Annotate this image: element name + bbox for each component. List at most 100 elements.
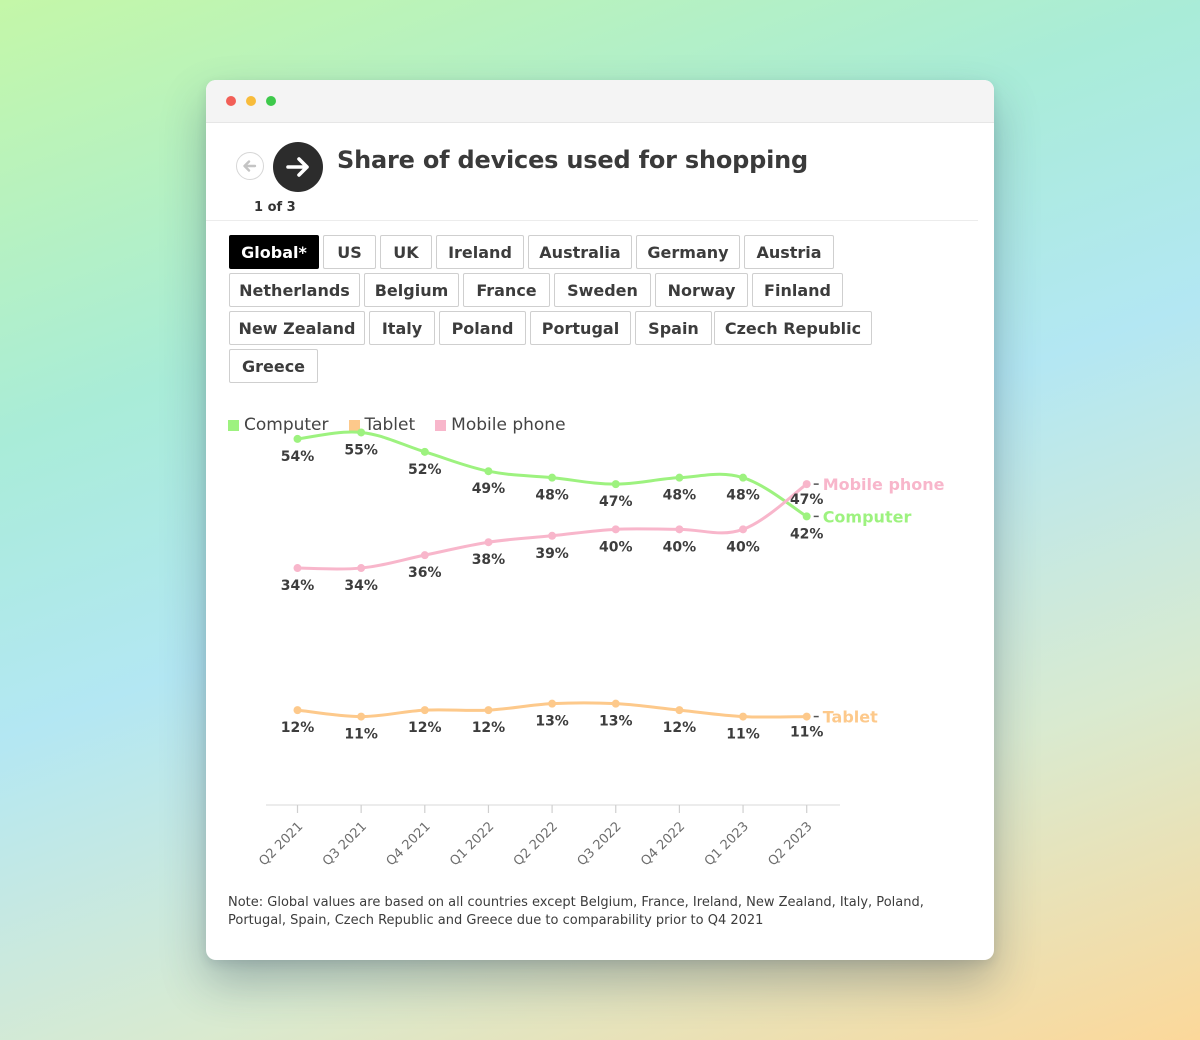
- data-point-tablet: [420, 706, 429, 715]
- series-tablet: 12% 11% 12% 12% 13% 13% 12% 11% 11%Tablet: [281, 699, 878, 743]
- x-tick-label: Q2 2023: [766, 819, 816, 869]
- data-point-tablet: [739, 712, 748, 721]
- filter-austria[interactable]: Austria: [744, 235, 834, 269]
- legend-swatch-computer: [228, 419, 239, 431]
- data-label-tablet: 12%: [408, 720, 442, 736]
- data-point-computer: [611, 480, 620, 489]
- x-tick-label: Q2 2022: [511, 819, 561, 869]
- window-close-button[interactable]: [226, 96, 236, 106]
- legend-item-computer: Computer: [228, 415, 329, 435]
- filter-new-zealand[interactable]: New Zealand: [229, 311, 365, 345]
- window-minimize-button[interactable]: [246, 96, 256, 106]
- browser-window: 1 of 3 Share of devices used for shoppin…: [206, 80, 994, 960]
- filter-uk[interactable]: UK: [380, 235, 432, 269]
- data-point-mobile-phone: [484, 538, 493, 547]
- data-label-tablet: 12%: [663, 720, 697, 736]
- data-point-tablet: [357, 712, 366, 721]
- chart-title: Share of devices used for shopping: [337, 146, 809, 174]
- filter-belgium[interactable]: Belgium: [364, 273, 459, 307]
- filter-australia[interactable]: Australia: [528, 235, 632, 269]
- data-label-mobile-phone: 38%: [472, 552, 506, 568]
- filter-finland[interactable]: Finland: [752, 273, 843, 307]
- data-point-computer: [293, 434, 302, 443]
- data-point-tablet: [675, 706, 684, 715]
- legend-swatch-tablet: [348, 419, 360, 431]
- legend-label-mobile-phone: Mobile phone: [451, 415, 566, 435]
- filter-germany[interactable]: Germany: [636, 235, 740, 269]
- data-point-mobile-phone: [611, 525, 620, 534]
- data-label-mobile-phone: 40%: [663, 539, 697, 555]
- data-point-mobile-phone: [293, 564, 302, 573]
- filter-spain[interactable]: Spain: [635, 311, 712, 345]
- filter-us[interactable]: US: [323, 235, 376, 269]
- data-label-computer: 49%: [472, 481, 506, 497]
- legend-label-computer: Computer: [244, 415, 329, 435]
- chart-note: Note: Global values are based on all cou…: [228, 895, 924, 928]
- filter-portugal[interactable]: Portugal: [530, 311, 631, 345]
- data-point-computer: [484, 467, 493, 476]
- filter-ireland[interactable]: Ireland: [436, 235, 524, 269]
- end-label-tablet: Tablet: [823, 708, 878, 727]
- legend-label-tablet: Tablet: [364, 415, 416, 435]
- x-tick-label: Q4 2022: [638, 819, 688, 869]
- data-label-tablet: 13%: [599, 714, 633, 730]
- data-label-computer: 52%: [408, 462, 442, 478]
- data-point-tablet: [802, 712, 811, 721]
- x-tick-label: Q2 2021: [256, 819, 306, 869]
- data-label-mobile-phone: 34%: [344, 578, 378, 594]
- data-label-computer: 42%: [790, 526, 824, 542]
- page-indicator: 1 of 3: [254, 200, 296, 215]
- end-label-computer: Computer: [823, 507, 912, 526]
- data-label-tablet: 11%: [790, 725, 824, 741]
- data-point-computer: [420, 447, 429, 456]
- filter-france[interactable]: France: [463, 273, 550, 307]
- data-point-mobile-phone: [675, 525, 684, 534]
- arrow-left-icon: [243, 160, 257, 172]
- data-point-mobile-phone: [357, 564, 366, 573]
- previous-chart-button[interactable]: [236, 152, 264, 180]
- data-label-tablet: 12%: [281, 720, 315, 736]
- filter-sweden[interactable]: Sweden: [554, 273, 651, 307]
- filter-netherlands[interactable]: Netherlands: [229, 273, 360, 307]
- data-label-mobile-phone: 40%: [599, 539, 633, 555]
- data-label-computer: 47%: [599, 494, 633, 510]
- window-titlebar: [206, 80, 994, 123]
- x-tick-label: Q3 2021: [320, 819, 370, 869]
- data-point-tablet: [484, 706, 493, 715]
- series-computer: 54% 55% 52% 49% 48% 47% 48% 48% 42%Computer: [281, 428, 912, 542]
- data-point-computer: [357, 428, 366, 437]
- filter-greece[interactable]: Greece: [229, 349, 318, 383]
- data-label-mobile-phone: 34%: [281, 578, 315, 594]
- header-divider: [206, 220, 978, 221]
- legend-item-mobile-phone: Mobile phone: [435, 415, 566, 435]
- x-tick-label: Q1 2022: [447, 819, 497, 869]
- x-tick-label: Q3 2022: [575, 819, 625, 869]
- next-chart-button[interactable]: [273, 142, 323, 192]
- data-label-mobile-phone: 47%: [790, 492, 824, 508]
- filter-global[interactable]: Global*: [229, 235, 319, 269]
- data-label-tablet: 12%: [472, 720, 506, 736]
- data-point-mobile-phone: [548, 531, 557, 540]
- filter-poland[interactable]: Poland: [439, 311, 526, 345]
- x-tick-label: Q4 2021: [384, 819, 434, 869]
- data-point-computer: [675, 473, 684, 482]
- data-label-tablet: 11%: [726, 727, 760, 743]
- data-label-mobile-phone: 40%: [726, 539, 760, 555]
- data-point-computer: [802, 512, 811, 521]
- window-maximize-button[interactable]: [266, 96, 276, 106]
- data-point-tablet: [611, 699, 620, 708]
- line-chart: Q2 2021 Q3 2021 Q4 2021 Q1 2022 Q2 2022 Q3 20…: [256, 428, 945, 869]
- data-label-tablet: 11%: [344, 727, 378, 743]
- data-label-tablet: 13%: [535, 714, 569, 730]
- filter-czech-republic[interactable]: Czech Republic: [714, 311, 872, 345]
- data-label-computer: 54%: [281, 449, 315, 465]
- x-tick-label: Q1 2023: [702, 819, 752, 869]
- data-point-computer: [739, 473, 748, 482]
- legend-swatch-mobile-phone: [435, 419, 447, 431]
- filter-italy[interactable]: Italy: [369, 311, 435, 345]
- data-point-mobile-phone: [420, 551, 429, 560]
- series-mobile-phone: 34% 34%36%38% 39% 40% 40% 40%47%Mobile phone: [281, 475, 945, 594]
- data-label-mobile-phone: 39%: [535, 546, 569, 562]
- filter-norway[interactable]: Norway: [655, 273, 748, 307]
- data-point-computer: [548, 473, 557, 482]
